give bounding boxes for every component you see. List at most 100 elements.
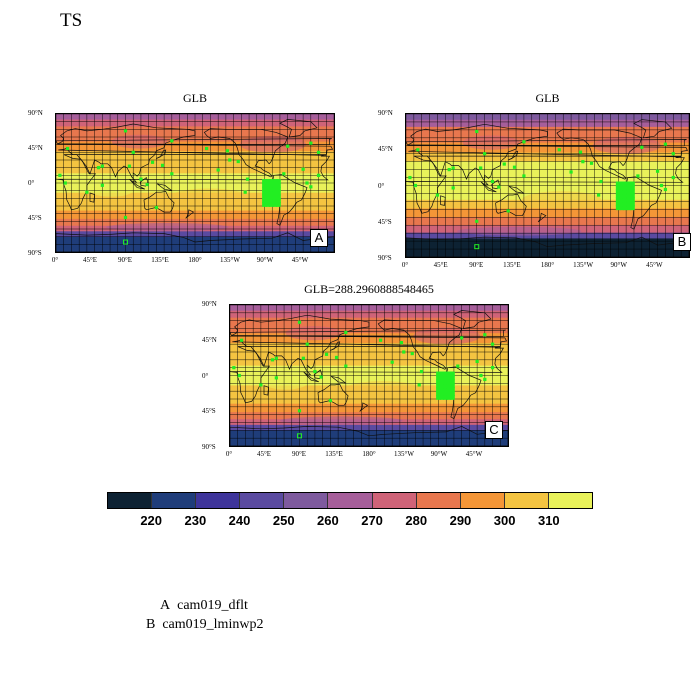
station-marker <box>450 395 455 400</box>
coastline <box>359 402 369 412</box>
coastline <box>317 383 349 406</box>
colorbar-label: 240 <box>228 513 251 528</box>
colorbar-swatch <box>460 493 505 508</box>
legend-key-a: A <box>160 598 171 613</box>
station-marker <box>626 181 632 187</box>
station-marker <box>443 379 448 385</box>
station-marker <box>578 150 583 154</box>
station-marker <box>262 198 267 204</box>
station-marker <box>436 371 441 377</box>
station-marker <box>272 190 278 196</box>
temperature-anomaly <box>89 183 134 197</box>
station-marker <box>269 202 274 207</box>
station-marker <box>319 375 323 379</box>
station-marker <box>479 373 483 378</box>
station-marker <box>309 185 313 189</box>
coastline <box>129 178 145 190</box>
station-marker <box>170 172 174 176</box>
station-marker <box>581 160 585 164</box>
panel-b-map <box>405 113 690 258</box>
lon-tick-label: 45°E <box>82 256 98 264</box>
station-marker <box>522 174 526 178</box>
colorbar-swatch <box>108 493 153 508</box>
station-marker <box>443 395 448 400</box>
station-marker <box>262 190 267 196</box>
station-marker <box>65 146 70 151</box>
station-marker <box>622 197 628 203</box>
station-marker <box>655 169 660 173</box>
station-marker <box>269 194 274 200</box>
lon-tick-label: 90°E <box>117 256 133 264</box>
station-marker <box>626 189 632 195</box>
station-marker <box>436 395 441 400</box>
temperature-anomaly <box>570 175 627 190</box>
station-marker <box>282 172 286 176</box>
station-marker <box>276 179 281 184</box>
station-marker <box>615 205 621 211</box>
station-marker <box>236 159 240 164</box>
station-marker <box>204 146 209 151</box>
station-marker <box>301 167 305 171</box>
station-marker <box>446 391 452 396</box>
station-marker <box>630 201 635 207</box>
legend-name-a: cam019_dflt <box>177 598 248 613</box>
station-marker <box>334 355 339 360</box>
station-marker <box>619 189 625 195</box>
station-marker <box>671 152 675 156</box>
station-marker <box>419 369 424 374</box>
station-marker <box>596 193 601 197</box>
station-marker <box>456 364 460 368</box>
station-marker <box>619 181 625 187</box>
station-marker <box>443 391 448 396</box>
station-marker <box>301 356 305 360</box>
station-marker <box>170 139 174 143</box>
station-marker <box>402 350 406 354</box>
colorbar-swatch <box>504 493 549 508</box>
station-marker <box>305 181 309 185</box>
coastline <box>303 371 319 383</box>
station-marker <box>237 373 241 378</box>
station-marker <box>622 185 628 191</box>
station-marker <box>436 387 441 392</box>
lon-tick-label: 90°W <box>256 256 274 264</box>
temperature-anomaly <box>343 381 422 399</box>
station-marker <box>475 129 479 134</box>
station-marker <box>636 174 640 178</box>
station-marker <box>272 194 278 200</box>
station-marker <box>447 168 451 172</box>
station-marker <box>416 148 420 152</box>
station-marker <box>626 201 632 207</box>
station-marker <box>328 398 332 403</box>
panel-a-label: A <box>310 229 328 247</box>
coastline <box>633 119 673 139</box>
station-marker <box>630 193 635 199</box>
station-marker <box>663 142 668 146</box>
temperature-anomaly <box>522 191 602 209</box>
colorbar-label: 300 <box>493 513 516 528</box>
panel-a-map <box>55 113 335 253</box>
station-marker <box>615 189 621 195</box>
station-marker <box>619 193 625 199</box>
station-marker <box>265 198 271 204</box>
station-marker <box>619 185 625 191</box>
lat-tick-label: 90°N <box>28 109 43 117</box>
lon-tick-label: 180° <box>540 261 555 269</box>
station-marker <box>272 202 278 207</box>
panel-b-svg <box>406 114 689 257</box>
temperature-anomaly <box>456 226 582 236</box>
station-marker <box>439 395 445 400</box>
lon-tick-label: 180° <box>362 450 376 458</box>
station-marker <box>506 209 510 213</box>
colorbar-label: 310 <box>537 513 560 528</box>
colorbar-swatch <box>240 493 285 508</box>
temperature-anomaly <box>391 365 447 380</box>
station-marker <box>557 148 561 152</box>
station-marker <box>619 205 625 211</box>
coastline <box>440 195 446 206</box>
station-marker <box>259 383 263 387</box>
station-marker <box>154 205 158 210</box>
station-marker <box>622 193 628 199</box>
station-marker <box>439 383 445 389</box>
station-marker <box>58 173 62 177</box>
lon-tick-label: 45°W <box>291 256 309 264</box>
